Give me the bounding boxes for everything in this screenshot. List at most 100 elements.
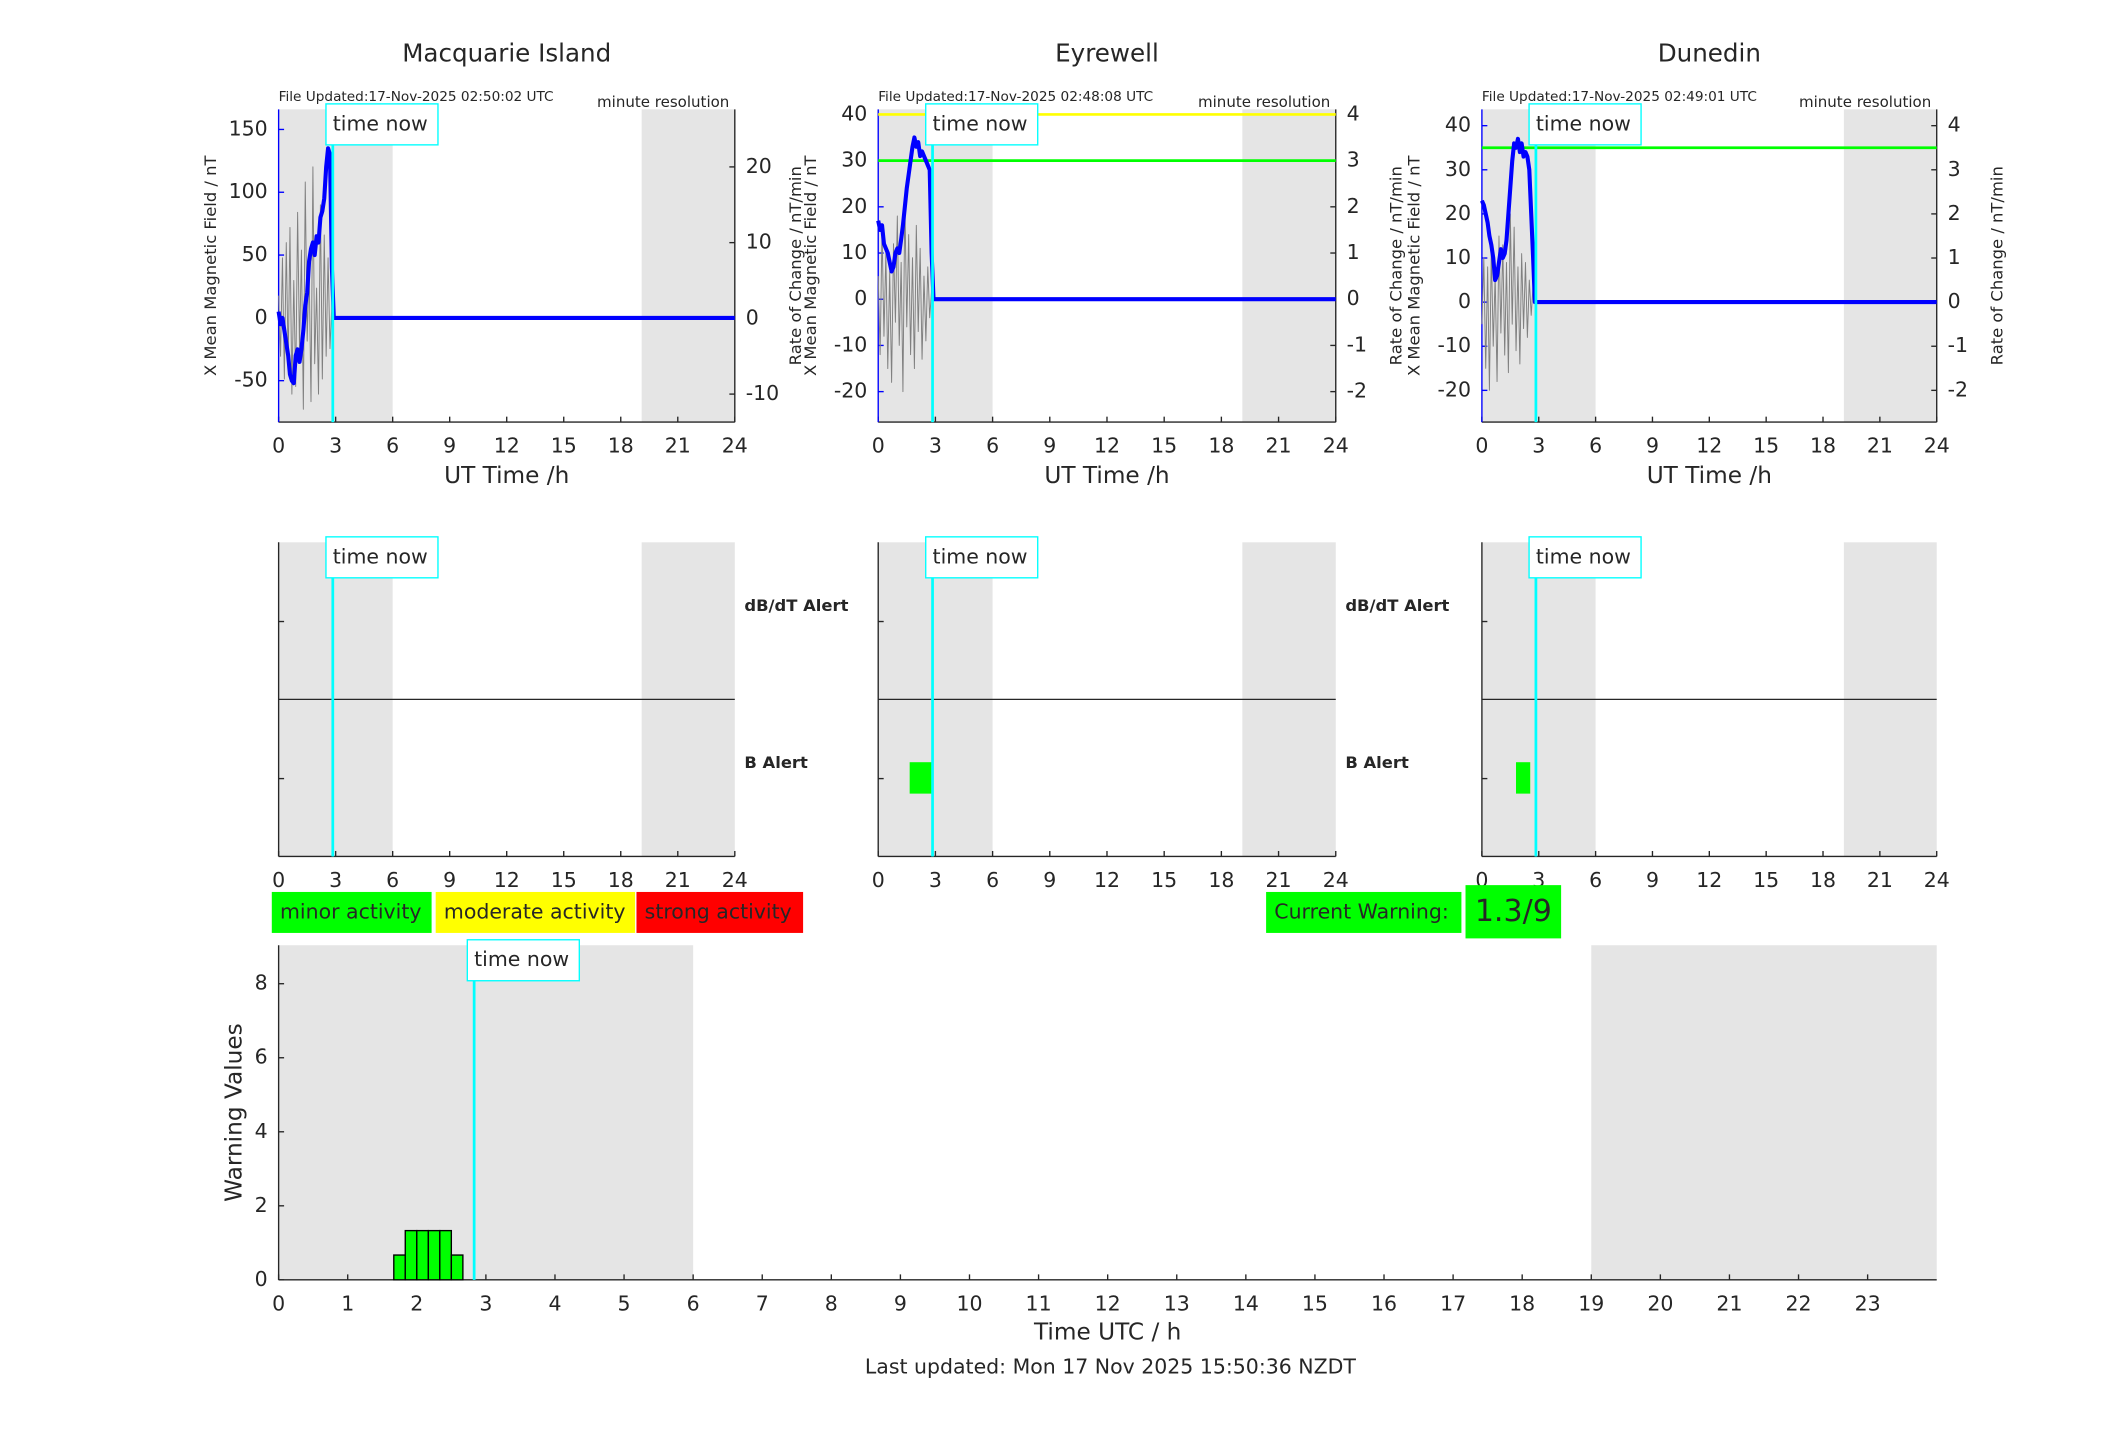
footer: Last updated: Mon 17 Nov 2025 15:50:36 N…: [865, 1354, 1356, 1378]
y-tick-label: 4: [255, 1119, 268, 1143]
activity-legend-box: [636, 891, 804, 933]
b-alert-bar: [909, 762, 932, 794]
resolution: minute resolution: [1799, 93, 1931, 111]
y-axis-label: X Mean Magnetic Field / nT: [201, 154, 220, 376]
file-updated: File Updated:17-Nov-2025 02:50:02 UTC: [279, 89, 554, 105]
x-tick-label: 15: [1302, 1291, 1328, 1315]
x-tick-label: 12: [1094, 868, 1120, 892]
x-tick-label: 12: [1696, 434, 1722, 458]
x-tick-label: 6: [687, 1291, 700, 1315]
x-tick-label: 18: [1509, 1291, 1535, 1315]
activity-legend-label: moderate activity: [444, 899, 626, 923]
x-tick-label: 22: [1786, 1291, 1812, 1315]
x-tick-label: 12: [494, 434, 520, 458]
y-tick-label: -20: [1438, 377, 1471, 401]
x-tick-label: 7: [756, 1291, 769, 1315]
x-tick-label: 0: [872, 434, 885, 458]
x-tick-label: 3: [479, 1291, 492, 1315]
y-tick-label: 10: [1445, 245, 1471, 269]
x-tick-label: 16: [1371, 1291, 1397, 1315]
warning-bar: [416, 1229, 430, 1281]
x-tick-label: 24: [1924, 434, 1950, 458]
x-tick-label: 18: [608, 868, 634, 892]
current-warning-value: 1.3/9: [1475, 894, 1552, 929]
x-tick-label: 24: [722, 868, 748, 892]
warning-bar: [404, 1229, 418, 1281]
y-tick-label: 0: [255, 1267, 268, 1291]
x-tick-label: 24: [1323, 868, 1349, 892]
x-tick-label: 6: [386, 434, 399, 458]
x-tick-label: 18: [608, 434, 634, 458]
current-warning-label: Current Warning:: [1274, 899, 1448, 923]
chart-title: Eyrewell: [1055, 39, 1159, 68]
x-tick-label: 6: [1589, 434, 1602, 458]
x-tick-label: 14: [1233, 1291, 1259, 1315]
alert-row-label: dB/dT Alert: [1345, 596, 1449, 615]
y2-tick-label: 0: [1347, 286, 1360, 310]
y-tick-label: 100: [229, 179, 268, 203]
y2-tick-label: -2: [1347, 379, 1367, 403]
y2-tick-label: 4: [1948, 113, 1961, 137]
alert-row-label: dB/dT Alert: [744, 596, 848, 615]
y-axis-label: Warning Values: [220, 1023, 247, 1202]
time-now-box: [925, 536, 1039, 579]
night-shade: [1242, 109, 1336, 423]
y2-tick-label: -2: [1948, 377, 1968, 401]
rate-line: [877, 197, 934, 393]
y-axis-label: X Mean Magnetic Field / nT: [1404, 154, 1423, 376]
resolution: minute resolution: [1198, 93, 1330, 111]
y2-tick-label: -1: [1347, 332, 1367, 356]
y2-tick-label: -10: [746, 381, 779, 405]
field-line: [276, 146, 735, 386]
y2-tick-label: 10: [746, 230, 772, 254]
x-tick-label: 18: [1810, 868, 1836, 892]
y-tick-label: 50: [242, 242, 268, 266]
y2-tick-label: 1: [1948, 245, 1961, 269]
night-shade: [1843, 109, 1937, 423]
field-line: [1480, 136, 1937, 305]
y2-tick-label: 0: [1948, 289, 1961, 313]
x-tick-label: 15: [1753, 868, 1779, 892]
x-axis-label: Time UTC / h: [1033, 1319, 1181, 1346]
x-tick-label: 3: [329, 434, 342, 458]
x-tick-label: 3: [329, 868, 342, 892]
y2-tick-label: -1: [1948, 333, 1968, 357]
x-tick-label: 6: [986, 434, 999, 458]
alert-row-label: B Alert: [1345, 753, 1409, 772]
activity-legend-box: [435, 891, 636, 933]
x-tick-label: 23: [1855, 1291, 1881, 1315]
x-tick-label: 24: [1323, 434, 1349, 458]
x-tick-label: 4: [548, 1291, 561, 1315]
activity-legend-label: strong activity: [645, 899, 792, 923]
y2-axis-label: Rate of Change / nT/min: [786, 166, 805, 365]
x-tick-label: 15: [1151, 868, 1177, 892]
x-axis-label: UT Time /h: [444, 462, 569, 489]
x-tick-label: 9: [894, 1291, 907, 1315]
y2-tick-label: 1: [1347, 240, 1360, 264]
chart-title: Dunedin: [1658, 39, 1761, 68]
x-tick-label: 9: [1043, 434, 1056, 458]
x-tick-label: 3: [929, 868, 942, 892]
y-tick-label: -10: [834, 332, 867, 356]
time-now-box: [1528, 103, 1642, 146]
x-tick-label: 9: [1043, 868, 1056, 892]
x-tick-label: 8: [825, 1291, 838, 1315]
x-tick-label: 24: [1924, 868, 1950, 892]
y-tick-label: 0: [1458, 289, 1471, 313]
alert-row-label: B Alert: [744, 753, 808, 772]
y2-tick-label: 4: [1347, 101, 1360, 125]
x-tick-label: 17: [1440, 1291, 1466, 1315]
x-tick-label: 0: [272, 868, 285, 892]
night-shade: [278, 945, 694, 1280]
rate-line: [1481, 213, 1537, 391]
x-tick-label: 1: [341, 1291, 354, 1315]
x-tick-label: 6: [986, 868, 999, 892]
time-now-box: [325, 536, 439, 579]
x-tick-label: 21: [1266, 434, 1292, 458]
y2-tick-label: 2: [1948, 201, 1961, 225]
x-tick-label: 12: [494, 868, 520, 892]
warning-bar: [439, 1229, 453, 1281]
x-tick-label: 19: [1578, 1291, 1604, 1315]
x-tick-label: 2: [410, 1291, 423, 1315]
